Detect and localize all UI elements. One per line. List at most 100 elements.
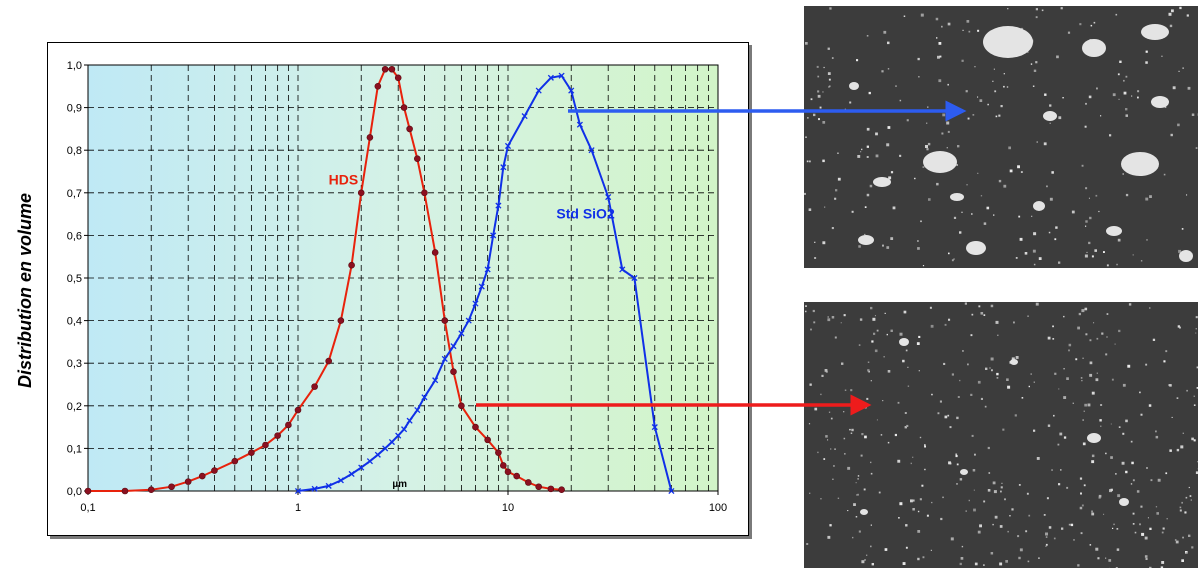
micrograph-speck [1003,73,1005,75]
point-hds [337,317,345,324]
micrograph-speck [983,222,987,225]
micrograph-speck [1182,432,1184,434]
point-std-sio2 [484,266,491,273]
micrograph-speck [917,557,920,561]
micrograph-speck [828,86,830,88]
micrograph-speck [831,57,834,59]
micrograph-speck [1067,31,1071,34]
point-hds [211,467,218,474]
micrograph-speck [1059,432,1063,436]
micrograph-speck [857,493,859,496]
micrograph-speck [822,91,824,93]
micrograph-speck [1006,86,1009,88]
micrograph-speck [829,7,832,10]
micrograph-speck [993,214,995,216]
micrograph-speck [850,432,853,434]
micrograph-speck [1197,461,1198,463]
micrograph-speck [1025,530,1028,533]
micrograph-speck [910,499,913,503]
micrograph-speck [849,101,852,104]
micrograph-speck [1178,70,1180,72]
micrograph-speck [965,90,968,93]
point-hds [525,479,532,486]
micrograph-speck [1055,226,1058,229]
micrograph-speck [892,206,896,210]
micrograph-speck [1033,429,1036,432]
micrograph-speck [994,90,997,93]
micrograph-speck [998,179,1002,183]
micrograph-speck [967,363,969,366]
point-std-sio2 [631,274,638,282]
micrograph-speck [917,57,920,61]
micrograph-speck [906,424,909,427]
micrograph-speck [1174,539,1177,541]
micrograph-speck [1063,315,1065,318]
micrograph-speck [1185,552,1188,554]
micrograph-speck [907,366,909,368]
micrograph-speck [827,47,830,50]
micrograph-speck [1115,567,1118,568]
micrograph-particle [1043,111,1057,121]
micrograph-speck [1117,238,1121,242]
micrograph-speck [890,237,894,240]
micrograph-speck [1091,255,1094,258]
micrograph-speck [837,177,841,181]
point-std-sio2 [478,283,485,290]
y-tick-label: 0,9 [67,103,82,115]
micrograph-speck [1089,361,1093,365]
micrograph-speck [1149,195,1152,198]
micrograph-speck [1036,141,1038,143]
micrograph-speck [935,17,939,21]
point-hds [547,485,555,493]
x-tick-label: 10 [502,502,514,514]
micrograph-std-sio2-image [804,6,1198,268]
micrograph-speck [1054,372,1057,375]
micrograph-speck [851,428,854,432]
micrograph-speck [916,342,920,345]
point-mark [651,424,658,431]
point-mark [472,300,479,307]
micrograph-speck [917,247,920,250]
micrograph-speck [866,156,869,158]
micrograph-speck [872,317,876,321]
micrograph-speck [1136,490,1140,493]
point-mark [619,266,626,273]
y-tick-label: 1,0 [67,60,82,72]
micrograph-speck [1128,303,1132,306]
point-std-sio2 [395,432,402,439]
micrograph-speck [843,437,846,440]
micrograph-speck [1000,105,1003,108]
point-mark [576,121,583,128]
micrograph-speck [1036,457,1040,460]
micrograph-speck [959,231,962,234]
micrograph-speck [1089,544,1092,546]
micrograph-speck [1008,146,1011,150]
micrograph-speck [873,332,876,335]
micrograph-speck [1095,194,1098,197]
micrograph-speck [883,356,885,358]
point-mark [311,485,318,492]
micrograph-speck [907,385,910,387]
micrograph-speck [1088,197,1090,199]
micrograph-speck [1132,479,1135,482]
micrograph-speck [1056,55,1059,59]
micrograph-speck [1019,548,1023,552]
point-hds [472,423,479,431]
micrograph-speck [955,455,958,458]
micrograph-speck [955,453,958,456]
micrograph-speck [858,344,861,346]
micrograph-speck [917,530,921,533]
micrograph-speck [930,324,934,328]
micrograph-speck [937,55,940,59]
micrograph-speck [1007,530,1009,533]
micrograph-speck [1046,185,1048,188]
micrograph-speck [902,359,905,363]
micrograph-speck [1003,184,1007,188]
micrograph-speck [1195,332,1197,334]
micrograph-speck [929,306,932,309]
micrograph-speck [1117,73,1120,76]
micrograph-speck [1084,403,1087,407]
micrograph-speck [827,318,831,322]
micrograph-speck [918,370,920,372]
point-std-sio2 [500,164,507,171]
